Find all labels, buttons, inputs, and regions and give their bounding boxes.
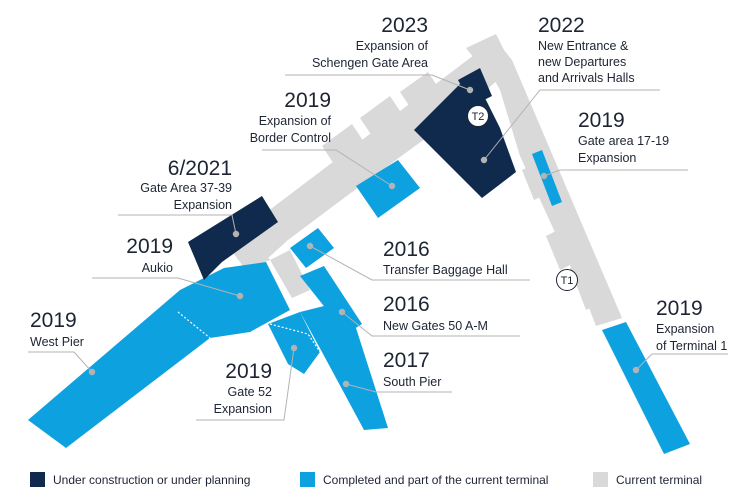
annotation-text-terminal-1-1: Expansion bbox=[656, 322, 714, 336]
annotation-text-border-control-1: Expansion of bbox=[259, 114, 332, 128]
legend: Under construction or under planning Com… bbox=[30, 472, 702, 487]
leader-gate-17-19 bbox=[543, 169, 688, 177]
dot-transfer-baggage bbox=[306, 242, 314, 250]
leader-west-pier bbox=[28, 351, 93, 373]
dot-schengen bbox=[466, 86, 474, 94]
annotation-text-gate-17-19-2: Expansion bbox=[578, 151, 636, 165]
new-entrance-halls bbox=[414, 84, 516, 198]
annotation-text-gate-37-39-1: Gate Area 37-39 bbox=[140, 181, 232, 195]
annotation-year-aukio: 2019 bbox=[126, 235, 173, 258]
upper-entrance-block-1 bbox=[400, 72, 440, 110]
leader-gate-37-39 bbox=[118, 214, 237, 235]
dot-gate-37-39 bbox=[232, 230, 240, 238]
dot-terminal-1 bbox=[632, 366, 640, 374]
dot-new-entrance bbox=[480, 156, 488, 164]
leader-new-entrance bbox=[483, 89, 660, 161]
t1-label: T1 bbox=[561, 275, 574, 287]
annotation-year-new-gates-50: 2016 bbox=[383, 293, 430, 316]
dot-gate-52 bbox=[290, 344, 298, 352]
annotation-year-schengen: 2023 bbox=[381, 14, 428, 37]
gates-50-connector bbox=[270, 250, 310, 298]
dot-aukio bbox=[236, 292, 244, 300]
annotation-text-gate-37-39-2: Expansion bbox=[174, 198, 232, 212]
spine-nub-2 bbox=[280, 210, 304, 234]
t1-side-block-2 bbox=[546, 226, 580, 270]
south-pier bbox=[300, 302, 388, 430]
leader-gate-52 bbox=[196, 347, 295, 421]
legend-label-under-construction: Under construction or under planning bbox=[53, 473, 250, 487]
annotation-year-transfer-baggage: 2016 bbox=[383, 238, 430, 261]
leader-new-gates-50 bbox=[341, 311, 520, 337]
annotation-text-gate-52-1: Gate 52 bbox=[228, 385, 273, 399]
annotation-text-gate-17-19-1: Gate area 17-19 bbox=[578, 134, 669, 148]
leader-terminal-1 bbox=[635, 353, 728, 371]
leader-schengen bbox=[285, 74, 471, 91]
t2-label: T2 bbox=[472, 111, 485, 123]
t1-circle bbox=[556, 269, 578, 291]
legend-swatch-current bbox=[593, 472, 608, 487]
spine-nub-1 bbox=[316, 184, 340, 208]
dot-new-gates-50 bbox=[338, 308, 346, 316]
gate-52-expansion bbox=[268, 312, 320, 374]
annotation-text-aukio-1: Aukio bbox=[142, 261, 173, 275]
annotation-text-terminal-1-2: of Terminal 1 bbox=[656, 339, 727, 353]
annotation-year-gate-37-39: 6/2021 bbox=[168, 157, 232, 180]
annotation-text-transfer-baggage-1: Transfer Baggage Hall bbox=[383, 263, 508, 277]
legend-label-completed: Completed and part of the current termin… bbox=[323, 473, 548, 487]
annotation-year-gate-52: 2019 bbox=[225, 360, 272, 383]
annotation-text-border-control-2: Border Control bbox=[250, 131, 331, 145]
leader-border-control bbox=[262, 149, 393, 187]
gate-52-boundary bbox=[269, 323, 321, 353]
annotation-year-terminal-1: 2019 bbox=[656, 297, 703, 320]
upper-entrance-block-2 bbox=[360, 96, 402, 136]
annotation-text-new-entrance-3: and Arrivals Halls bbox=[538, 71, 635, 85]
west-pier-and-aukio bbox=[28, 262, 290, 448]
annotation-year-west-pier: 2019 bbox=[30, 309, 77, 332]
t2-circle bbox=[467, 105, 489, 127]
completed-areas bbox=[28, 150, 690, 454]
annotation-year-new-entrance: 2022 bbox=[538, 14, 585, 37]
leader-dots bbox=[88, 86, 640, 388]
aukio-west-pier-boundary bbox=[177, 311, 211, 339]
under-construction-areas bbox=[188, 68, 516, 280]
dot-gate-17-19 bbox=[540, 172, 548, 180]
dot-border-control bbox=[388, 182, 396, 190]
terminal-2-marker: T2 bbox=[467, 105, 489, 127]
dotted-boundaries bbox=[177, 311, 321, 353]
annotation-year-gate-17-19: 2019 bbox=[578, 109, 625, 132]
border-control-expansion bbox=[356, 160, 420, 218]
annotation-text-new-entrance-2: new Departures bbox=[538, 55, 626, 69]
annotation-text-schengen-2: Schengen Gate Area bbox=[312, 56, 428, 70]
annotation-text-south-pier-1: South Pier bbox=[383, 375, 441, 389]
annotation-year-border-control: 2019 bbox=[284, 89, 331, 112]
leader-south-pier bbox=[345, 383, 452, 393]
dot-south-pier bbox=[342, 380, 350, 388]
main-terminal-spine bbox=[230, 52, 498, 262]
t1-side-block-1 bbox=[522, 162, 552, 200]
legend-label-current: Current terminal bbox=[616, 473, 702, 487]
legend-swatch-completed bbox=[300, 472, 315, 487]
annotation-year-south-pier: 2017 bbox=[383, 349, 430, 372]
t1-side-block-3 bbox=[570, 258, 610, 310]
current-terminal-areas bbox=[222, 34, 622, 326]
gate-area-37-39 bbox=[188, 196, 278, 280]
leader-transfer-baggage bbox=[309, 245, 530, 281]
dot-west-pier bbox=[88, 368, 96, 376]
upper-entrance-block-3 bbox=[322, 124, 364, 164]
leader-aukio bbox=[92, 277, 241, 297]
schengen-gate-area bbox=[458, 68, 492, 106]
annotation-text-west-pier-1: West Pier bbox=[30, 335, 84, 349]
terminal-1-marker: T1 bbox=[556, 269, 578, 291]
annotation-text-new-entrance-1: New Entrance & bbox=[538, 39, 629, 53]
legend-swatch-under-construction bbox=[30, 472, 45, 487]
terminal-1-expansion bbox=[602, 322, 690, 454]
annotation-text-gate-52-2: Expansion bbox=[214, 402, 272, 416]
new-gates-50 bbox=[300, 266, 362, 334]
annotation-text-schengen-1: Expansion of bbox=[356, 39, 429, 53]
annotation-text-new-gates-50-1: New Gates 50 A-M bbox=[383, 319, 488, 333]
gate-area-17-19 bbox=[532, 150, 562, 206]
leader-lines bbox=[28, 74, 728, 421]
